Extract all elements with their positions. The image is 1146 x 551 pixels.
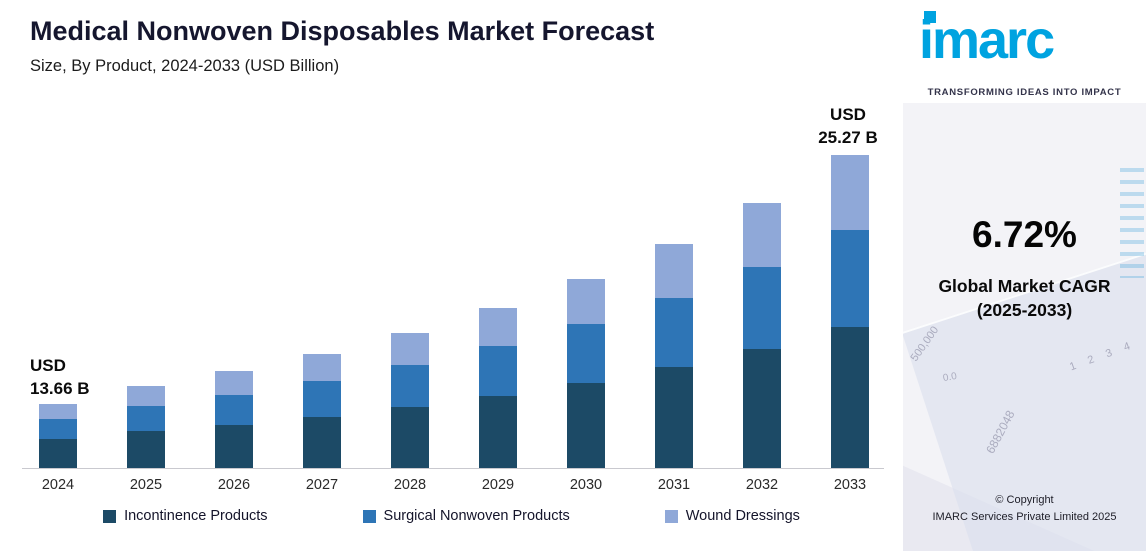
x-axis-line — [22, 468, 884, 469]
stacked-bar-2033 — [831, 155, 869, 468]
bar-group-2032 — [732, 203, 792, 468]
bar-group-2028 — [380, 332, 440, 468]
x-tick-2026: 2026 — [217, 477, 251, 493]
x-tick-2032: 2032 — [745, 477, 779, 493]
segment-2026-2 — [215, 371, 253, 395]
logo-square-icon — [924, 11, 936, 23]
bar-group-2030 — [556, 278, 616, 468]
legend-item-incontinence: Incontinence Products — [103, 508, 268, 524]
copyright-line1: © Copyright — [995, 494, 1054, 506]
legend-label-surgical: Surgical Nonwoven Products — [383, 508, 570, 524]
segment-2032-0 — [743, 348, 781, 468]
x-tick-2031: 2031 — [657, 477, 691, 493]
segment-2028-0 — [391, 407, 429, 468]
stacked-bar-2027 — [303, 353, 341, 468]
segment-2030-0 — [567, 382, 605, 468]
bar-group-2026 — [204, 371, 264, 468]
x-tick-2028: 2028 — [393, 477, 427, 493]
segment-2026-1 — [215, 394, 253, 425]
annotation-last-line1: USD — [830, 105, 866, 124]
segment-2027-1 — [303, 381, 341, 417]
stacked-bar-2026 — [215, 371, 253, 468]
legend-swatch-wound — [664, 509, 678, 523]
x-tick-2027: 2027 — [305, 477, 339, 493]
copyright-line2: IMARC Services Private Limited 2025 — [932, 511, 1117, 524]
segment-2033-1 — [831, 230, 869, 328]
segment-2027-2 — [303, 353, 341, 382]
x-tick-2029: 2029 — [481, 477, 515, 493]
legend-item-wound: Wound Dressings — [664, 508, 800, 524]
bar-group-2025 — [116, 386, 176, 468]
bar-group-2024 — [28, 404, 88, 468]
x-axis-labels: 2024 2025 2026 2027 2028 2029 2030 2031 2032 2033 — [28, 477, 880, 493]
x-tick-2030: 2030 — [569, 477, 603, 493]
segment-2031-0 — [655, 367, 693, 468]
bar-group-2031 — [644, 244, 704, 468]
annotation-last-line2: 25.27 B — [818, 127, 878, 147]
bar-group-2033 — [820, 155, 880, 468]
stacked-bar-2032 — [743, 203, 781, 468]
segment-2024-0 — [39, 439, 77, 468]
segment-2033-0 — [831, 327, 869, 468]
decorative-tick-bars — [1120, 168, 1144, 278]
segment-2029-1 — [479, 346, 517, 396]
annotation-first-line1: USD — [30, 356, 66, 375]
stacked-bar-2030 — [567, 278, 605, 468]
x-tick-2024: 2024 — [41, 477, 75, 493]
legend: Incontinence Products Surgical Nonwoven … — [0, 508, 903, 524]
segment-2025-0 — [127, 431, 165, 468]
segment-2027-0 — [303, 416, 341, 468]
x-tick-2033: 2033 — [833, 477, 867, 493]
stacked-bar-2024 — [39, 404, 77, 468]
segment-2030-2 — [567, 278, 605, 325]
segment-2026-0 — [215, 424, 253, 468]
stacked-bar-2028 — [391, 332, 429, 468]
segment-2028-2 — [391, 332, 429, 366]
segment-2024-2 — [39, 404, 77, 420]
segment-2025-2 — [127, 386, 165, 406]
segment-2025-1 — [127, 405, 165, 432]
annotation-last-bar: USD 25.27 B — [812, 104, 884, 150]
legend-swatch-surgical — [362, 509, 376, 523]
segment-2032-1 — [743, 266, 781, 349]
segment-2031-2 — [655, 244, 693, 298]
legend-label-incontinence: Incontinence Products — [124, 508, 268, 524]
imarc-logo: imarc — [919, 10, 1055, 70]
segment-2029-2 — [479, 308, 517, 347]
segment-2030-1 — [567, 324, 605, 383]
logo-tagline: TRANSFORMING IDEAS INTO IMPACT — [927, 87, 1122, 98]
legend-swatch-incontinence — [103, 509, 117, 523]
chart-area: Medical Nonwoven Disposables Market Fore… — [0, 16, 903, 524]
segment-2032-2 — [743, 203, 781, 267]
logo-block: imarc TRANSFORMING IDEAS INTO IMPACT — [903, 0, 1146, 103]
cagr-period: (2025-2033) — [976, 300, 1073, 320]
page-title: Medical Nonwoven Disposables Market Fore… — [30, 16, 655, 46]
stacked-bar-2031 — [655, 244, 693, 468]
bar-group-2027 — [292, 353, 352, 468]
annotation-first-line2: 13.66 B — [30, 378, 90, 398]
sidebar: 500,000 0.0 1 2 3 4 6882048 imarc TRANSF… — [903, 0, 1146, 551]
x-tick-2025: 2025 — [129, 477, 163, 493]
stacked-bar-2025 — [127, 386, 165, 468]
copyright-notice: © Copyright IMARC Services Private Limit… — [903, 492, 1146, 526]
legend-label-wound: Wound Dressings — [685, 508, 800, 524]
segment-2029-0 — [479, 396, 517, 468]
segment-2024-1 — [39, 419, 77, 440]
page-subtitle: Size, By Product, 2024-2033 (USD Billion… — [30, 57, 340, 75]
segment-2033-2 — [831, 155, 869, 231]
cagr-value: 6.72% — [972, 214, 1077, 255]
stacked-bar-2029 — [479, 308, 517, 468]
annotation-first-bar: USD 13.66 B — [30, 355, 90, 401]
legend-item-surgical: Surgical Nonwoven Products — [362, 508, 570, 524]
cagr-label: Global Market CAGR — [938, 276, 1111, 296]
bars-row — [28, 100, 880, 468]
segment-2031-1 — [655, 297, 693, 368]
segment-2028-1 — [391, 365, 429, 408]
bar-group-2029 — [468, 308, 528, 468]
